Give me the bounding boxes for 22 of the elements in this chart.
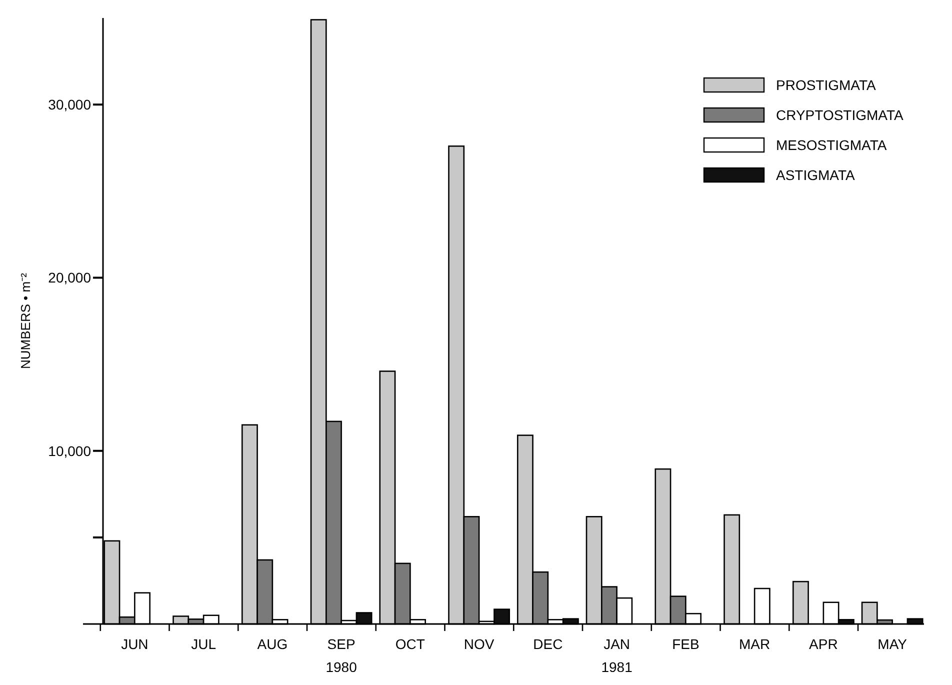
- x-tick-label: JAN: [604, 636, 630, 652]
- x-tick-label: MAR: [739, 636, 770, 652]
- x-tick-label: JUL: [191, 636, 216, 652]
- x-tick-label: JUN: [121, 636, 148, 652]
- x-tick-label: OCT: [395, 636, 426, 652]
- y-tick-label: 30,000: [48, 96, 92, 112]
- legend-label: ASTIGMATA: [776, 166, 856, 183]
- x-tick-label: SEP: [327, 636, 356, 652]
- x-tick-label: APR: [809, 636, 838, 652]
- legend-label: CRYPTOSTIGMATA: [776, 106, 904, 123]
- y-axis-title: NUMBERS • m⁻²: [18, 272, 33, 369]
- x-tick-label: FEB: [672, 636, 700, 652]
- text: 1980: [326, 659, 358, 675]
- x-tick-label: AUG: [257, 636, 288, 652]
- y-tick-label: 20,000: [48, 270, 92, 286]
- text: 1981: [601, 659, 633, 675]
- legend-label: MESOSTIGMATA: [776, 136, 888, 153]
- legend-label: PROSTIGMATA: [776, 76, 876, 93]
- y-tick-label: 10,000: [48, 442, 92, 459]
- x-tick-label: NOV: [464, 636, 495, 652]
- x-tick-label: MAY: [878, 636, 908, 652]
- x-tick-label: DEC: [533, 636, 563, 652]
